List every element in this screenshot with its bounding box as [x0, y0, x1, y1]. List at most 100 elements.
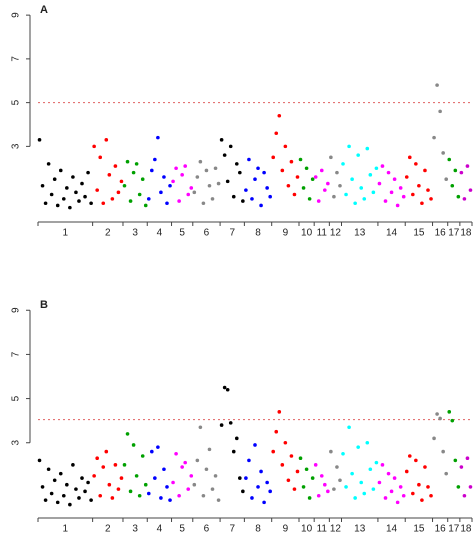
- snp-point: [411, 192, 415, 197]
- snp-point: [468, 485, 473, 489]
- snp-point: [250, 197, 254, 201]
- snp-point: [177, 493, 181, 498]
- snp-point: [256, 485, 260, 489]
- snp-point: [259, 469, 263, 474]
- chromosome-label: 1: [63, 228, 69, 239]
- snp-point: [171, 179, 175, 184]
- snp-point: [156, 135, 160, 140]
- snp-point: [365, 440, 370, 445]
- snp-point: [207, 447, 212, 452]
- snp-point: [429, 197, 433, 201]
- snp-point: [107, 482, 112, 487]
- chromosome-label: 4: [157, 524, 163, 535]
- snp-point: [407, 155, 412, 160]
- snp-point: [277, 410, 282, 414]
- snp-point: [192, 190, 197, 195]
- snp-point: [465, 164, 470, 168]
- snp-point: [329, 449, 333, 454]
- snp-point: [438, 109, 442, 114]
- snp-point: [326, 181, 330, 186]
- snp-point: [262, 170, 266, 175]
- snp-point: [83, 489, 87, 494]
- snp-point: [189, 474, 194, 478]
- chromosome-label: 10: [301, 524, 313, 535]
- snp-point: [350, 177, 354, 181]
- snp-point: [435, 412, 439, 416]
- snp-point: [241, 199, 245, 203]
- snp-point: [301, 186, 306, 190]
- snp-point: [162, 467, 166, 472]
- snp-point: [353, 201, 357, 206]
- snp-point: [134, 162, 139, 166]
- snp-point: [189, 186, 194, 190]
- snp-point: [298, 456, 303, 461]
- snp-point: [447, 157, 452, 162]
- snp-point: [271, 449, 276, 454]
- snp-point: [113, 463, 118, 467]
- snp-point: [447, 410, 452, 414]
- chromosome-label: 10: [301, 228, 313, 239]
- snp-point: [225, 179, 230, 184]
- snp-point: [74, 487, 78, 491]
- chromosome-label: 18: [460, 524, 472, 535]
- snp-point: [423, 168, 427, 173]
- snp-point: [432, 135, 436, 140]
- snp-point: [292, 192, 297, 197]
- snp-point: [417, 183, 421, 188]
- snp-point: [368, 467, 373, 472]
- snp-point: [274, 131, 279, 136]
- snp-point: [40, 183, 45, 188]
- snp-point: [462, 493, 467, 498]
- snp-point: [171, 480, 175, 485]
- snp-point: [423, 465, 427, 469]
- snp-point: [222, 385, 227, 390]
- snp-point: [58, 471, 63, 476]
- snp-point: [225, 387, 230, 392]
- snp-point: [441, 449, 445, 454]
- snp-point: [356, 153, 360, 157]
- snp-point: [146, 491, 151, 496]
- snp-point: [213, 166, 218, 171]
- y-tick-label: 7: [11, 56, 22, 62]
- chromosome-label: 2: [105, 524, 111, 535]
- snp-point: [398, 186, 403, 190]
- snp-point: [125, 432, 130, 436]
- snp-point: [153, 157, 157, 162]
- snp-point: [143, 482, 148, 487]
- snp-point: [122, 183, 127, 188]
- snp-point: [383, 199, 388, 203]
- snp-point: [283, 144, 288, 149]
- snp-point: [274, 429, 279, 434]
- chromosome-label: 13: [354, 524, 366, 535]
- snp-point: [371, 190, 376, 195]
- chromosome-label: 6: [204, 228, 210, 239]
- snp-point: [238, 476, 242, 480]
- y-tick-label: 9: [11, 307, 22, 313]
- y-tick-label: 7: [11, 351, 22, 357]
- snp-point: [174, 451, 178, 456]
- snp-point: [116, 487, 121, 491]
- snp-point: [168, 183, 172, 188]
- snp-point: [65, 186, 69, 190]
- snp-point: [344, 192, 348, 197]
- snp-point: [101, 201, 106, 206]
- snp-point: [77, 199, 81, 203]
- snp-point: [89, 498, 93, 502]
- snp-point: [49, 491, 54, 496]
- chromosome-label: 7: [229, 228, 235, 239]
- snp-point: [195, 175, 200, 179]
- snp-point: [392, 476, 397, 480]
- snp-point: [319, 474, 324, 478]
- snp-point: [404, 175, 409, 179]
- snp-point: [58, 168, 63, 173]
- snp-point: [265, 186, 269, 190]
- snp-point: [456, 194, 461, 199]
- snp-point: [332, 194, 336, 199]
- snp-point: [195, 458, 200, 463]
- snp-point: [219, 138, 224, 142]
- snp-point: [332, 487, 336, 491]
- snp-point: [156, 445, 160, 449]
- snp-point: [183, 164, 187, 168]
- snp-point: [441, 151, 445, 155]
- snp-point: [49, 192, 54, 197]
